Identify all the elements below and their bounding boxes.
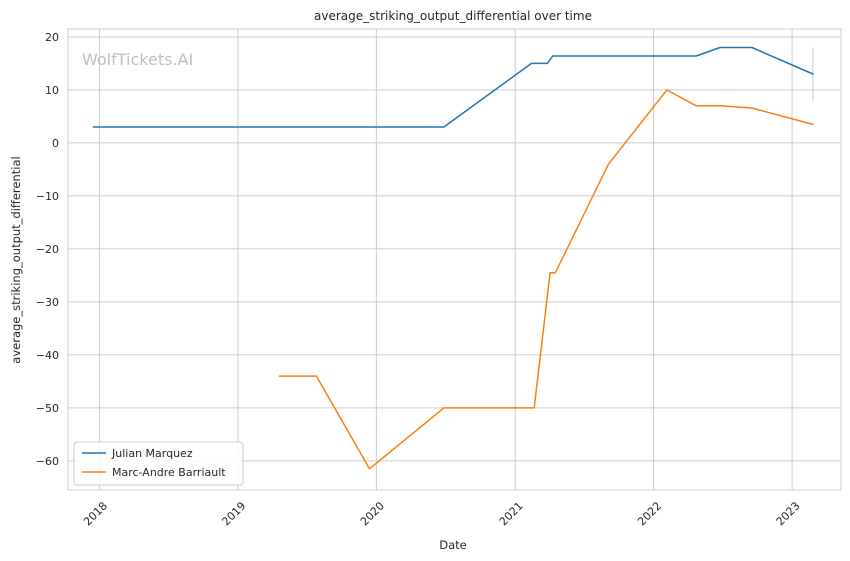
y-tick-label: −60 xyxy=(36,455,59,468)
series-layer xyxy=(92,46,814,470)
y-tick-label: −10 xyxy=(36,190,59,203)
chart-title: average_striking_output_differential ove… xyxy=(314,9,592,23)
legend-box xyxy=(73,441,244,486)
y-tick-label: −30 xyxy=(36,296,59,309)
y-tick-label: 0 xyxy=(52,137,59,150)
y-tick-label: −20 xyxy=(36,243,59,256)
x-axis-label: Date xyxy=(439,538,467,552)
y-tick-label: 20 xyxy=(45,31,59,44)
y-tick-label: −50 xyxy=(36,402,59,415)
y-axis-label: average_striking_output_differential xyxy=(9,156,23,363)
legend: Julian Marquez Marc-Andre Barriault xyxy=(73,441,244,486)
watermark: WolfTickets.AI xyxy=(82,50,193,69)
legend-label-julian-marquez: Julian Marquez xyxy=(111,447,193,460)
plot-frame xyxy=(67,28,842,491)
legend-label-marc-andre-barriault: Marc-Andre Barriault xyxy=(112,466,226,479)
y-tick-label: 10 xyxy=(45,84,59,97)
series-line-marc-andre-barriault xyxy=(278,89,814,470)
series-line-julian-marquez xyxy=(92,46,814,128)
y-tick-label: −40 xyxy=(36,349,59,362)
